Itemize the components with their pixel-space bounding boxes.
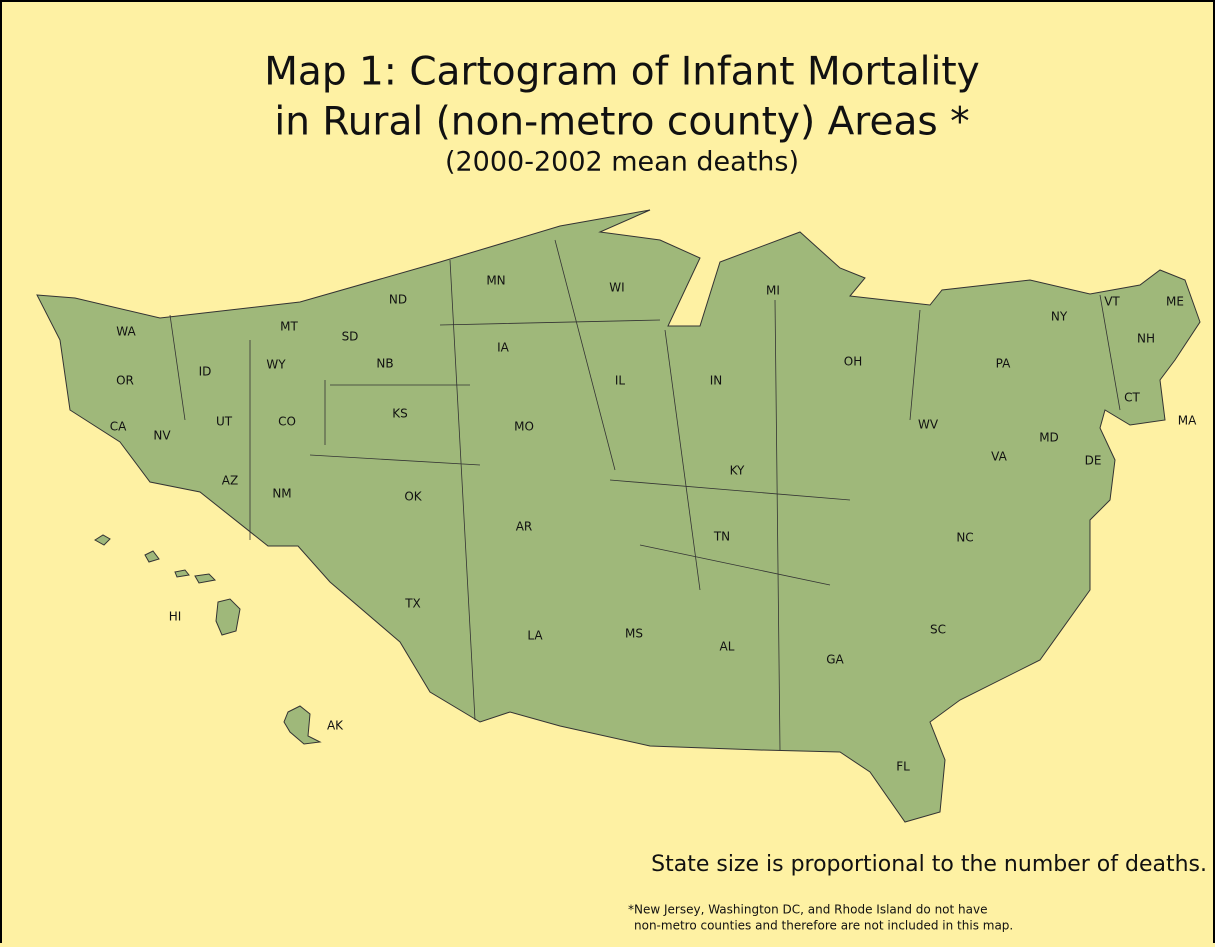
state-label: OR [116, 374, 134, 388]
state-label: MA [1178, 414, 1197, 428]
state-label: ID [199, 365, 212, 379]
state-label: UT [216, 415, 233, 429]
state-label: IL [615, 374, 626, 388]
state-label: WY [266, 358, 286, 372]
state-label: NY [1051, 310, 1068, 324]
state-label: ME [1166, 295, 1184, 309]
state-label: MT [280, 320, 298, 334]
state-label: IA [497, 341, 510, 355]
state-label: AZ [222, 474, 238, 488]
legend-note: State size is proportional to the number… [651, 852, 1207, 877]
state-label: DE [1085, 454, 1102, 468]
state-label: MO [514, 420, 534, 434]
state-label: ND [389, 293, 407, 307]
state-label: WV [918, 418, 939, 432]
state-label: MN [486, 274, 505, 288]
state-label: PA [996, 357, 1011, 371]
state-label: NC [956, 531, 973, 545]
state-label: WI [609, 281, 624, 295]
state-label: SC [930, 623, 946, 637]
state-label: GA [826, 653, 844, 667]
state-label: FL [896, 760, 910, 774]
state-label: OK [404, 490, 422, 504]
state-label: OH [844, 355, 862, 369]
state-label: NV [153, 429, 171, 443]
footnote-line2: non-metro counties and therefore are not… [634, 919, 1013, 933]
state-label: CO [278, 415, 296, 429]
page: {"title": {"line1": "Map 1: Cartogram of… [0, 0, 1215, 943]
state-label: VA [991, 450, 1007, 464]
state-label: KY [730, 464, 745, 478]
title-line1: Map 1: Cartogram of Infant Mortality [264, 50, 979, 95]
state-label: NM [272, 487, 291, 501]
state-label: LA [527, 629, 543, 643]
state-label: MD [1039, 431, 1059, 445]
state-label: NH [1137, 332, 1155, 346]
state-label: WA [116, 325, 136, 339]
state-label: TX [404, 597, 421, 611]
state-label: TN [713, 530, 730, 544]
state-label: AK [327, 719, 344, 733]
state-label: CA [110, 420, 127, 434]
state-label: SD [342, 330, 359, 344]
state-label: MS [625, 627, 643, 641]
footnote-line1: *New Jersey, Washington DC, and Rhode Is… [628, 903, 987, 917]
state-label: AR [516, 520, 533, 534]
state-label: IN [710, 374, 723, 388]
title-line2: in Rural (non-metro county) Areas * [274, 100, 969, 145]
state-label: CT [1124, 391, 1140, 405]
state-label: HI [169, 610, 182, 624]
state-label: VT [1104, 295, 1120, 309]
state-label: AL [720, 640, 735, 654]
state-label: KS [392, 407, 408, 421]
map: Map 1: Cartogram of Infant Mortality in … [0, 0, 1215, 943]
state-label: MI [766, 284, 780, 298]
state-label: NB [376, 357, 393, 371]
subtitle: (2000-2002 mean deaths) [445, 147, 799, 178]
